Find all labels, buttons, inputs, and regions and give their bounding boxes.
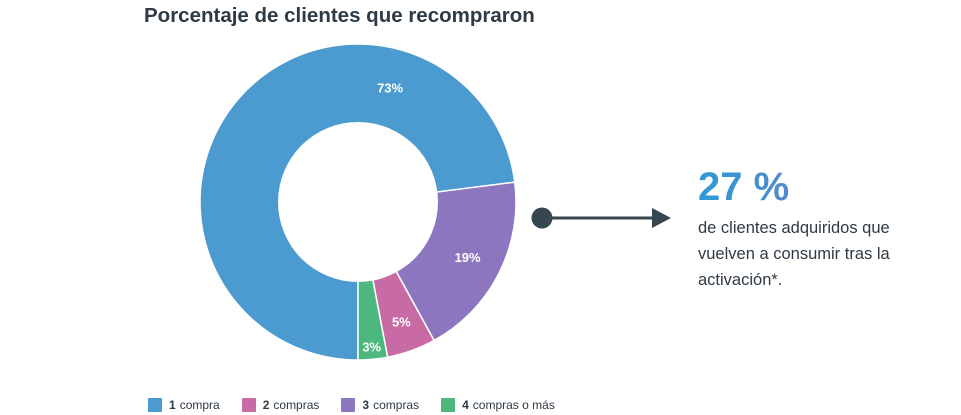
legend-label: compras: [273, 398, 320, 412]
slice-label: 3%: [362, 339, 381, 354]
callout-value: 27 %: [698, 163, 948, 211]
callout-text: de clientes adquiridos que vuelven a con…: [698, 219, 890, 289]
legend-item-2: 2 compras: [241, 398, 320, 412]
chart-title: Porcentaje de clientes que recompraron: [144, 4, 535, 27]
slice-label: 5%: [392, 314, 411, 329]
legend-label: compras: [373, 398, 420, 412]
arrow-icon: [531, 207, 671, 229]
legend-number: 3: [362, 398, 370, 412]
legend-swatch: [441, 398, 456, 412]
legend-item-1: 1 compra: [148, 398, 220, 412]
legend-swatch: [148, 398, 162, 412]
legend-label: compra: [179, 398, 220, 412]
donut-labels: 73% 19% 5% 3%: [362, 80, 481, 354]
legend-number: 1: [169, 398, 176, 412]
callout: 27 % de clientes adquiridos que vuelven …: [698, 163, 948, 293]
slice-label: 73%: [377, 80, 403, 95]
legend: 1 compra 2 compras 3 compras 4 compras o…: [148, 398, 577, 412]
legend-swatch: [241, 398, 256, 412]
legend-number: 4: [462, 398, 469, 412]
legend-number: 2: [262, 398, 270, 412]
legend-item-3: 3 compras: [341, 398, 419, 412]
legend-label: compras o más: [472, 398, 555, 412]
donut-hole: [278, 122, 438, 282]
legend-swatch: [341, 398, 356, 412]
slice-label: 19%: [455, 250, 481, 265]
legend-item-4: 4 compras o más: [441, 398, 555, 412]
